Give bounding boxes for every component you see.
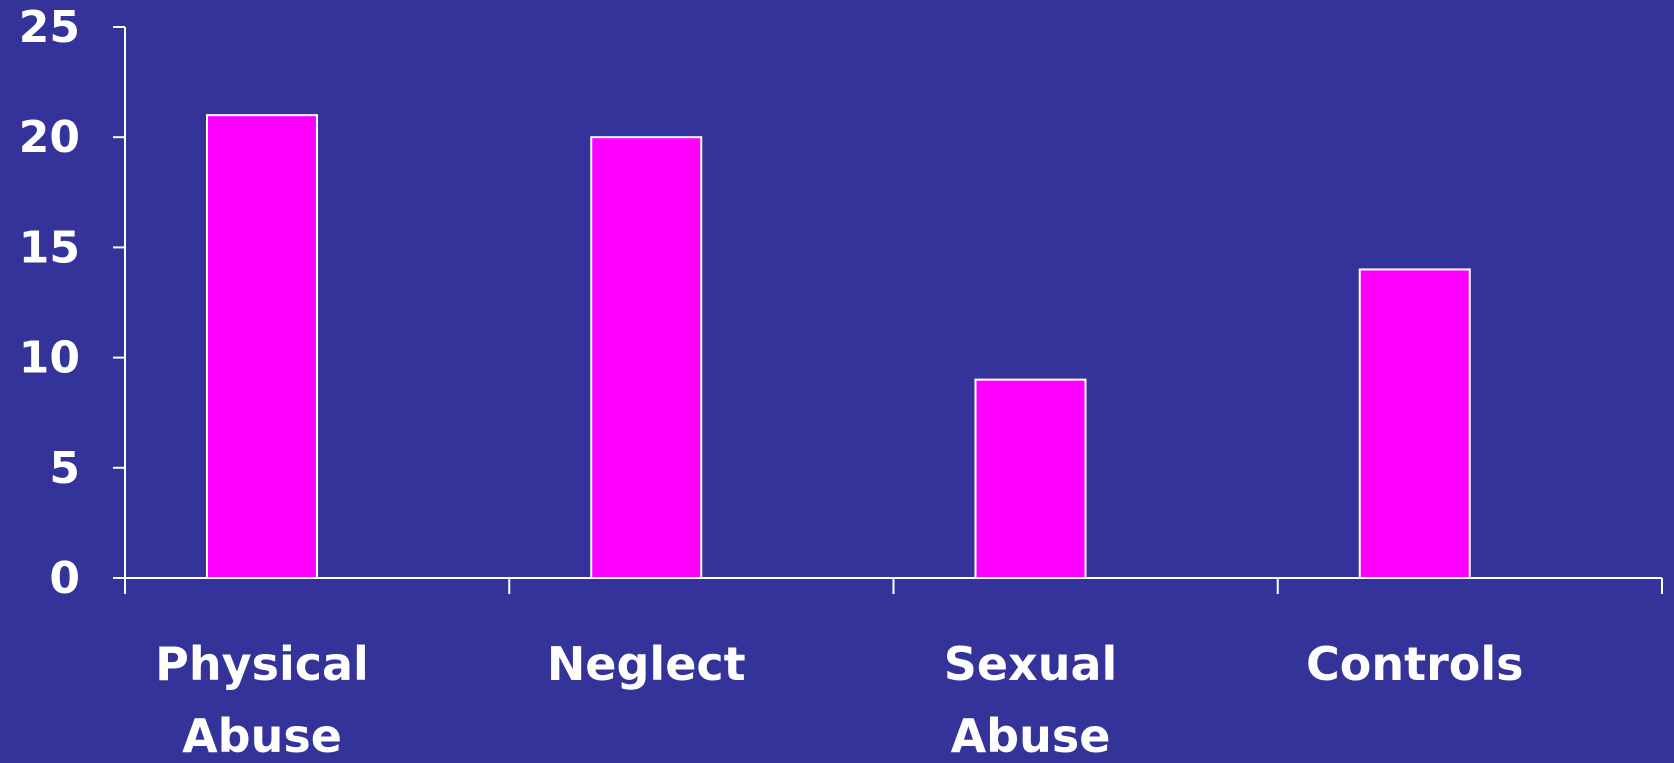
y-tick-label: 0 bbox=[49, 553, 80, 604]
y-tick-label: 5 bbox=[49, 443, 80, 494]
y-tick-label: 15 bbox=[19, 222, 80, 273]
y-axis: 0 5 10 15 20 25 bbox=[19, 2, 126, 604]
bars bbox=[206, 114, 1471, 580]
x-tick-label-line: Physical bbox=[155, 637, 369, 691]
bar bbox=[590, 136, 703, 579]
x-tick-label-line: Sexual bbox=[944, 637, 1118, 691]
bar bbox=[974, 378, 1087, 580]
x-tick-labels: Physical Abuse Neglect Sexual Abuse Controls bbox=[155, 637, 1524, 763]
x-tick-label: Sexual Abuse bbox=[944, 637, 1118, 758]
y-tick-label: 20 bbox=[19, 112, 80, 163]
x-tick-label-line: Abuse bbox=[951, 709, 1111, 758]
x-tick-label: Physical Abuse bbox=[155, 637, 369, 758]
x-axis bbox=[124, 577, 1663, 594]
x-tick-label-line: Neglect bbox=[547, 637, 746, 691]
bar bbox=[206, 114, 318, 579]
y-tick-label: 25 bbox=[19, 2, 80, 53]
x-tick-label-line: Controls bbox=[1306, 637, 1524, 691]
bar bbox=[1358, 268, 1471, 579]
y-tick-label: 10 bbox=[19, 333, 80, 384]
x-tick-label: Neglect bbox=[547, 637, 746, 691]
x-tick-label: Controls bbox=[1306, 637, 1524, 691]
x-tick-label-line: Abuse bbox=[182, 709, 342, 758]
